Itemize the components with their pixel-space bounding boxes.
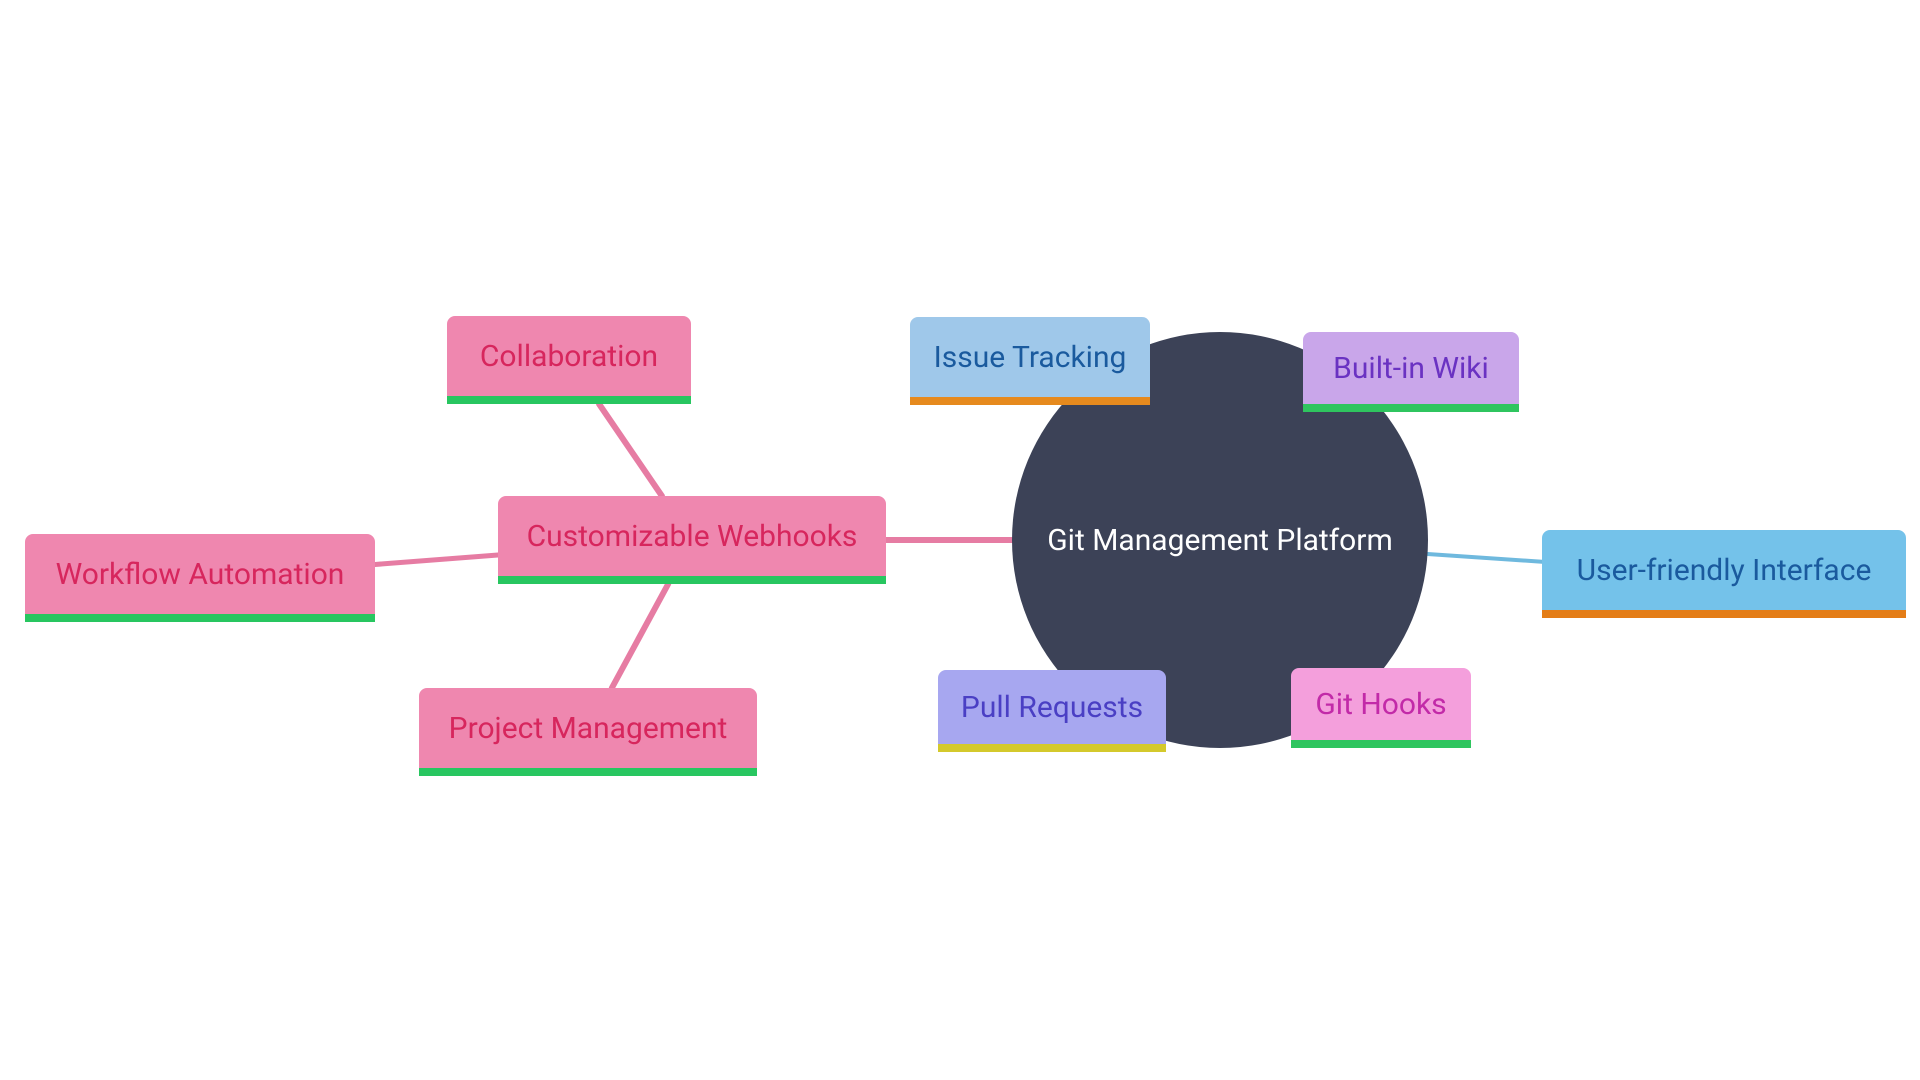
node-user-friendly-interface: User-friendly Interface [1542, 530, 1906, 618]
node-collaboration: Collaboration [447, 316, 691, 404]
node-pull-requests: Pull Requests [938, 670, 1166, 752]
diagram-canvas: Git Management Platform Collaboration Issu… [0, 0, 1920, 1080]
center-node-label: Git Management Platform [1047, 523, 1393, 558]
node-label: Collaboration [480, 339, 658, 374]
node-project-management: Project Management [419, 688, 757, 776]
node-label: Pull Requests [961, 690, 1143, 725]
node-built-in-wiki: Built-in Wiki [1303, 332, 1519, 412]
node-label: User-friendly Interface [1577, 553, 1872, 588]
node-issue-tracking: Issue Tracking [910, 317, 1150, 405]
edge [599, 404, 662, 496]
node-customizable-webhooks: Customizable Webhooks [498, 496, 886, 584]
edge [1428, 554, 1542, 562]
node-label: Built-in Wiki [1333, 351, 1489, 386]
edge [375, 555, 498, 565]
node-label: Workflow Automation [56, 557, 345, 592]
node-workflow-automation: Workflow Automation [25, 534, 375, 622]
node-label: Project Management [449, 711, 728, 746]
node-label: Git Hooks [1315, 687, 1446, 722]
node-git-hooks: Git Hooks [1291, 668, 1471, 748]
node-label: Customizable Webhooks [527, 519, 858, 554]
edge [612, 584, 668, 688]
node-label: Issue Tracking [934, 340, 1127, 375]
